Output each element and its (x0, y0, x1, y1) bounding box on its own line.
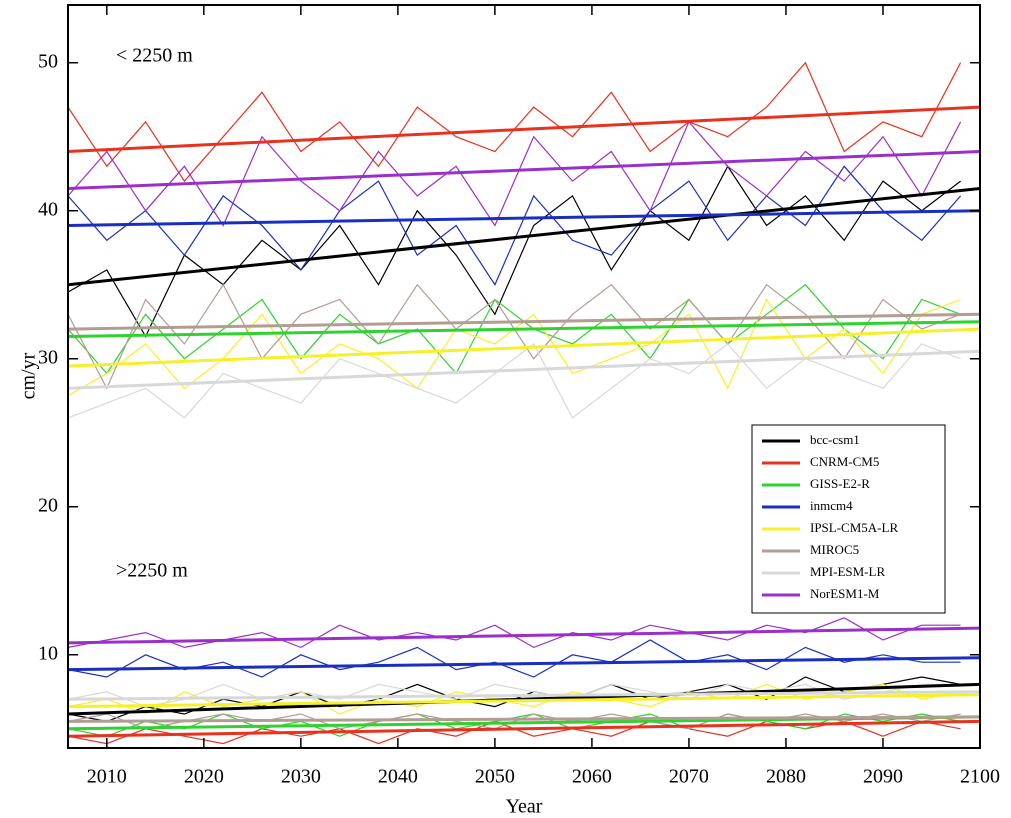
x-tick-label: 2040 (378, 766, 418, 788)
trend-line (68, 715, 980, 723)
legend-label: bcc-csm1 (810, 432, 860, 447)
x-tick-label: 2030 (281, 766, 321, 788)
trend-line (68, 327, 980, 368)
legend-label: NorESM1-M (810, 586, 880, 601)
series-line (68, 120, 962, 227)
trend-line (68, 626, 980, 645)
y-tick-label: 40 (38, 198, 58, 220)
x-tick-label: 2050 (475, 766, 515, 788)
series-line (68, 61, 962, 183)
trend-line (68, 719, 980, 738)
trend-line (68, 312, 980, 331)
trend-line (68, 187, 980, 287)
series-line (68, 683, 961, 708)
y-tick-label: 10 (38, 642, 58, 664)
series-line (68, 165, 962, 286)
y-tick-label: 20 (38, 494, 58, 516)
legend-label: IPSL-CM5A-LR (810, 520, 898, 535)
plot-frame (67, 4, 981, 749)
x-tick-label: 2020 (184, 766, 224, 788)
trend-line (68, 656, 980, 672)
x-tick-label: 2090 (863, 766, 903, 788)
series-line (68, 342, 961, 419)
trend-line (68, 349, 980, 390)
x-tick-label: 2070 (669, 766, 709, 788)
x-tick-label: 2100 (960, 766, 1000, 788)
trend-line (68, 690, 980, 701)
x-axis-label: Year (506, 796, 543, 818)
y-tick-label: 50 (38, 50, 58, 72)
annotation: < 2250 m (116, 45, 193, 67)
y-tick-label: 30 (38, 346, 58, 368)
trend-line (68, 105, 980, 153)
series-line (68, 639, 961, 678)
legend-label: MPI-ESM-LR (810, 564, 885, 579)
y-axis-label: cm/yr (18, 352, 40, 399)
series-line (68, 165, 961, 338)
legend-label: inmcm4 (810, 498, 853, 513)
trend-line (68, 209, 980, 227)
legend-label: GISS-E2-R (810, 476, 870, 491)
trend-line (68, 693, 980, 709)
legend-box (751, 424, 946, 614)
x-tick-label: 2080 (766, 766, 806, 788)
x-tick-label: 2060 (572, 766, 612, 788)
legend: bcc-csm1 CNRM-CM5 GISS-E2-R inmcm4 IPSL-CM5A… (751, 424, 946, 614)
annotation: >2250 m (116, 560, 188, 582)
x-tick-label: 2010 (87, 766, 127, 788)
legend-label: CNRM-CM5 (810, 454, 879, 469)
trend-line (68, 150, 980, 190)
series-line (68, 713, 961, 730)
series-line (68, 617, 961, 649)
trend-line (68, 320, 980, 338)
legend-label: MIROC5 (810, 542, 859, 557)
plot-area (68, 61, 980, 745)
